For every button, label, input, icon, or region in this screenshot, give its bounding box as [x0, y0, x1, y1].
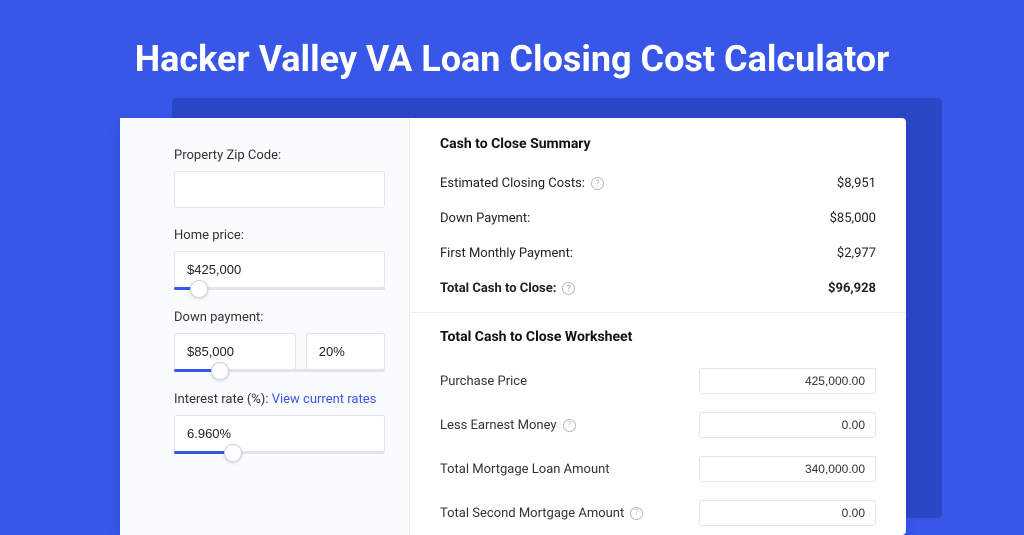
down-payment-slider-thumb[interactable]: [211, 362, 229, 380]
summary-title: Cash to Close Summary: [440, 136, 876, 152]
interest-rate-label-text: Interest rate (%):: [174, 392, 268, 407]
help-icon[interactable]: ?: [630, 507, 643, 520]
worksheet-row: Less Earnest Money?: [440, 403, 876, 447]
results-panel: Cash to Close Summary Estimated Closing …: [410, 118, 906, 535]
summary-row-label: Total Cash to Close:?: [440, 281, 575, 296]
summary-row-label-text: First Monthly Payment:: [440, 246, 573, 261]
summary-row-label-text: Total Cash to Close:: [440, 281, 556, 296]
zip-input[interactable]: [174, 171, 385, 208]
worksheet-row-label: Total Mortgage Loan Amount: [440, 462, 610, 477]
field-interest-rate: Interest rate (%): View current rates: [174, 392, 385, 454]
help-icon[interactable]: ?: [591, 177, 604, 190]
worksheet-row: Total Second Mortgage Amount?: [440, 491, 876, 535]
worksheet-row-label: Total Second Mortgage Amount?: [440, 506, 643, 521]
worksheet-rows: Purchase Price Less Earnest Money? Total M…: [440, 359, 876, 535]
summary-row: First Monthly Payment: $2,977: [440, 236, 876, 271]
summary-row-label: Down Payment:: [440, 211, 530, 226]
worksheet-row-label-text: Total Mortgage Loan Amount: [440, 462, 610, 477]
summary-row-value: $8,951: [837, 176, 876, 191]
help-icon[interactable]: ?: [563, 419, 576, 432]
field-zip: Property Zip Code:: [174, 148, 385, 208]
summary-row-label-text: Down Payment:: [440, 211, 530, 226]
worksheet-row-label: Purchase Price: [440, 374, 527, 389]
summary-row-value: $85,000: [830, 211, 876, 226]
down-payment-label: Down payment:: [174, 310, 385, 325]
down-payment-slider[interactable]: [174, 369, 385, 372]
worksheet-row-value-input[interactable]: [699, 412, 876, 438]
calculator-card: Property Zip Code: Home price: Down paym…: [120, 118, 906, 535]
down-payment-pct-input[interactable]: [306, 333, 385, 370]
inputs-panel: Property Zip Code: Home price: Down paym…: [120, 118, 410, 535]
home-price-label: Home price:: [174, 228, 385, 243]
worksheet-row-label-text: Purchase Price: [440, 374, 527, 389]
summary-row-value: $2,977: [837, 246, 876, 261]
worksheet-row: Purchase Price: [440, 359, 876, 403]
worksheet-row-label: Less Earnest Money?: [440, 418, 576, 433]
summary-rows: Estimated Closing Costs:? $8,951 Down Paym…: [440, 166, 876, 306]
worksheet-row: Total Mortgage Loan Amount: [440, 447, 876, 491]
down-payment-input[interactable]: [174, 333, 296, 370]
worksheet-row-value-input[interactable]: [699, 368, 876, 394]
summary-row: Total Cash to Close:? $96,928: [440, 271, 876, 306]
summary-row-value: $96,928: [828, 281, 876, 296]
home-price-slider[interactable]: [174, 287, 385, 290]
worksheet-row-value-input[interactable]: [699, 456, 876, 482]
worksheet-row-label-text: Less Earnest Money: [440, 418, 557, 433]
worksheet-title: Total Cash to Close Worksheet: [440, 329, 876, 345]
interest-rate-slider-thumb[interactable]: [224, 444, 242, 462]
help-icon[interactable]: ?: [562, 282, 575, 295]
view-rates-link[interactable]: View current rates: [272, 392, 377, 407]
interest-rate-slider[interactable]: [174, 451, 385, 454]
home-price-slider-thumb[interactable]: [190, 280, 208, 298]
worksheet-row-value-input[interactable]: [699, 500, 876, 526]
summary-row-label: Estimated Closing Costs:?: [440, 176, 604, 191]
summary-row: Down Payment: $85,000: [440, 201, 876, 236]
divider: [410, 312, 906, 313]
interest-rate-input[interactable]: [174, 415, 385, 452]
page-title: Hacker Valley VA Loan Closing Cost Calcu…: [0, 0, 1024, 104]
field-home-price: Home price:: [174, 228, 385, 290]
summary-row-label: First Monthly Payment:: [440, 246, 573, 261]
interest-rate-label: Interest rate (%): View current rates: [174, 392, 385, 407]
summary-row-label-text: Estimated Closing Costs:: [440, 176, 585, 191]
zip-label: Property Zip Code:: [174, 148, 385, 163]
summary-row: Estimated Closing Costs:? $8,951: [440, 166, 876, 201]
field-down-payment: Down payment:: [174, 310, 385, 372]
worksheet-row-label-text: Total Second Mortgage Amount: [440, 506, 624, 521]
